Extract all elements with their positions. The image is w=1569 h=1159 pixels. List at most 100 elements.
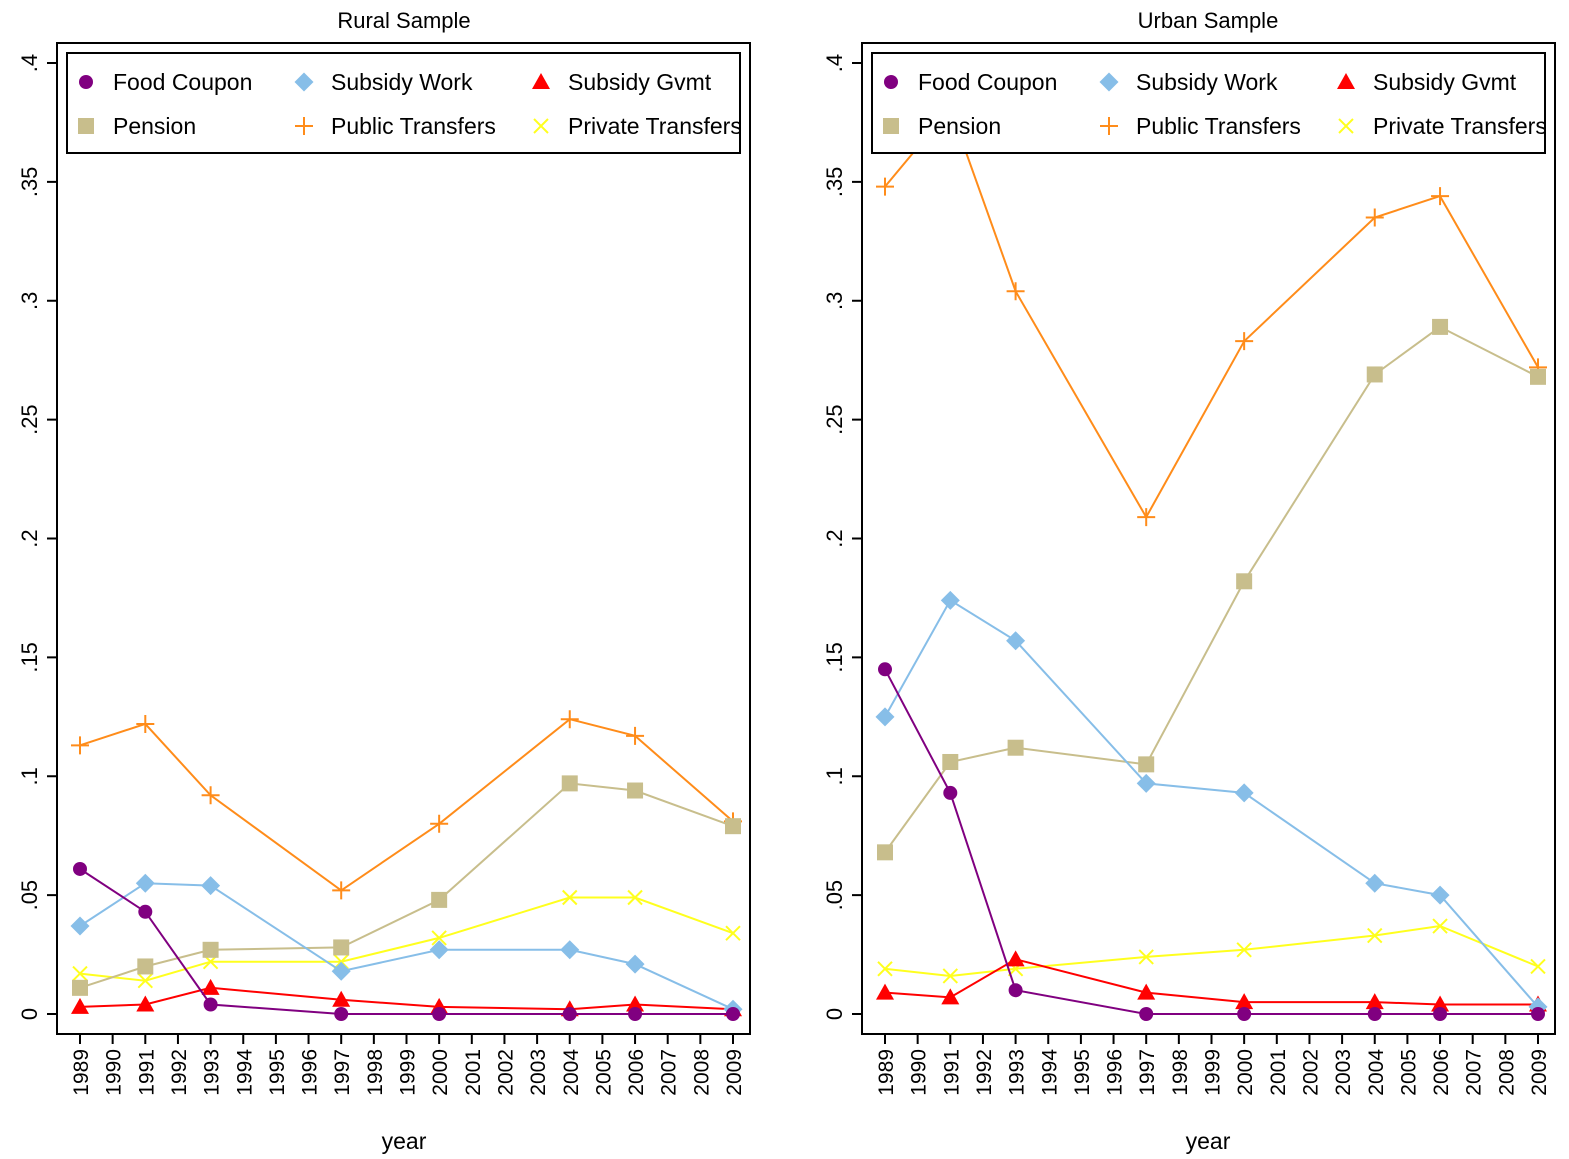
rural-private-transfers-point xyxy=(627,889,643,906)
rural-legend-private-transfers-marker xyxy=(533,118,549,134)
urban-ytick-label: 0 xyxy=(822,1008,847,1020)
urban-subsidy-gvmt-point xyxy=(1235,993,1254,1010)
rural-legend-pension-label: Pension xyxy=(113,113,196,139)
urban-xtick-label: 1995 xyxy=(1071,1049,1094,1096)
urban-food-coupon-point xyxy=(1531,1007,1545,1021)
urban-legend-pension-marker xyxy=(883,118,899,134)
rural-ytick-label: .4 xyxy=(17,54,42,72)
rural-public-transfers-line xyxy=(79,718,734,892)
urban-food-coupon-point xyxy=(943,785,958,800)
urban-plot-frame xyxy=(861,42,1556,1035)
urban-public-transfers-point xyxy=(1235,332,1254,351)
urban-subsidy-gvmt-line xyxy=(884,958,1538,1006)
rural-subsidy-gvmt-point xyxy=(332,990,351,1007)
rural-ytick-label: .2 xyxy=(17,529,42,547)
rural-xtick-label: 2003 xyxy=(527,1049,550,1096)
rural-xtick-label: 1993 xyxy=(201,1049,224,1096)
urban-series-public-transfers xyxy=(876,99,1547,527)
rural-subsidy-gvmt-point xyxy=(136,995,155,1012)
rural-subsidy-work-point xyxy=(135,873,155,893)
rural-xtick-label: 1995 xyxy=(266,1049,289,1096)
rural-legend: Food Coupon Subsidy Work Subsidy Gvmt Pensi… xyxy=(66,52,742,154)
rural-legend-food-coupon-marker xyxy=(79,75,93,89)
urban-public-transfers-point xyxy=(1365,208,1384,227)
rural-legend-public-transfers-label: Public Transfers xyxy=(331,113,496,139)
rural-legend-pension-marker xyxy=(78,118,94,134)
urban-xtick-label: 2002 xyxy=(1299,1049,1322,1096)
rural-food-coupon-point xyxy=(432,1007,447,1021)
urban-series-private-transfers xyxy=(877,918,1546,984)
rural-food-coupon-point xyxy=(726,1007,740,1021)
urban-xtick-label: 1998 xyxy=(1169,1049,1192,1096)
rural-ytick-label: 0 xyxy=(17,1008,42,1020)
rural-pension-point xyxy=(72,979,88,996)
rural-food-coupon-point xyxy=(73,861,87,876)
rural-xtick-label: 2009 xyxy=(723,1049,746,1096)
urban-legend-public-transfers-marker xyxy=(1100,117,1118,135)
urban-ytick-label: .15 xyxy=(822,642,847,673)
urban-subsidy-work-point xyxy=(940,590,960,610)
rural-series-pension xyxy=(72,775,741,996)
rural-subsidy-gvmt-point xyxy=(201,978,220,995)
rural-subsidy-work-line xyxy=(79,882,734,1011)
urban-pension-point xyxy=(1007,739,1024,756)
urban-panel: Urban Sample 0 .05 .1 .15 .2 .25 .3 .35 .4 1989 199… xyxy=(822,8,1556,1154)
rural-xtick-label: 1992 xyxy=(168,1049,191,1096)
rural-xtick-label: 2008 xyxy=(690,1049,713,1096)
urban-xtick-label: 2006 xyxy=(1430,1049,1453,1096)
rural-pension-point xyxy=(627,782,644,799)
urban-legend-public-transfers-label: Public Transfers xyxy=(1136,113,1301,139)
urban-legend: Food Coupon Subsidy Work Subsidy Gvmt Pensi… xyxy=(871,52,1547,154)
rural-title: Rural Sample xyxy=(337,8,470,33)
urban-subsidy-work-point xyxy=(1136,773,1156,793)
rural-pension-point xyxy=(137,958,154,975)
rural-ytick-label: .05 xyxy=(17,880,42,911)
urban-xtick-label: 1999 xyxy=(1202,1049,1225,1096)
rural-public-transfers-point xyxy=(626,726,645,745)
urban-private-transfers-point xyxy=(1367,927,1383,944)
urban-series-subsidy-work xyxy=(875,590,1548,1017)
rural-pension-point xyxy=(561,775,578,792)
rural-ytick-label: .35 xyxy=(17,167,42,198)
urban-legend-food-coupon-marker xyxy=(884,75,898,89)
rural-subsidy-work-point xyxy=(625,954,645,974)
rural-panel: Rural Sample 0 .05 .1 .15 .2 .25 .3 .35 .4 1989 199… xyxy=(17,8,751,1154)
urban-ytick-label: .3 xyxy=(822,292,847,310)
rural-xtick-label: 2002 xyxy=(494,1049,517,1096)
rural-subsidy-work-point xyxy=(201,876,221,896)
urban-public-transfers-point xyxy=(1431,187,1450,206)
urban-xtick-label: 2004 xyxy=(1365,1049,1388,1096)
urban-ytick-label: .4 xyxy=(822,54,847,72)
rural-pension-point xyxy=(333,939,350,956)
urban-series-food-coupon xyxy=(878,662,1545,1021)
urban-subsidy-work-point xyxy=(1234,783,1254,803)
urban-xtick-label: 2007 xyxy=(1463,1049,1486,1096)
urban-xtick-label: 2005 xyxy=(1397,1049,1420,1096)
rural-public-transfers-point xyxy=(136,714,155,733)
urban-legend-private-transfers-label: Private Transfers xyxy=(1373,113,1547,139)
urban-subsidy-gvmt-point xyxy=(876,983,894,1000)
rural-food-coupon-point xyxy=(334,1007,349,1021)
rural-public-transfers-point xyxy=(430,814,449,833)
urban-pension-line xyxy=(884,325,1539,853)
urban-ytick-label: .1 xyxy=(822,767,847,785)
rural-private-transfers-point xyxy=(137,973,154,989)
rural-xaxis-label: year xyxy=(382,1128,427,1154)
urban-xtick-label: 2001 xyxy=(1267,1049,1290,1096)
urban-legend-private-transfers-marker xyxy=(1338,118,1354,134)
urban-legend-subsidy-gvmt-label: Subsidy Gvmt xyxy=(1373,69,1517,95)
urban-xtick-label: 2003 xyxy=(1332,1049,1355,1096)
urban-subsidy-gvmt-point xyxy=(1137,983,1156,1000)
urban-pension-point xyxy=(1366,366,1383,383)
urban-pension-point xyxy=(1530,368,1546,385)
urban-subsidy-work-point xyxy=(1365,873,1385,893)
urban-pension-point xyxy=(1236,573,1253,590)
rural-xtick-label: 1998 xyxy=(364,1049,387,1096)
urban-subsidy-work-point xyxy=(1430,885,1450,905)
urban-xtick-label: 1994 xyxy=(1038,1049,1061,1096)
urban-private-transfers-point xyxy=(1236,942,1252,958)
rural-legend-subsidy-gvmt-marker xyxy=(532,73,550,89)
rural-subsidy-gvmt-point xyxy=(71,997,89,1014)
rural-legend-subsidy-work-label: Subsidy Work xyxy=(331,69,473,95)
